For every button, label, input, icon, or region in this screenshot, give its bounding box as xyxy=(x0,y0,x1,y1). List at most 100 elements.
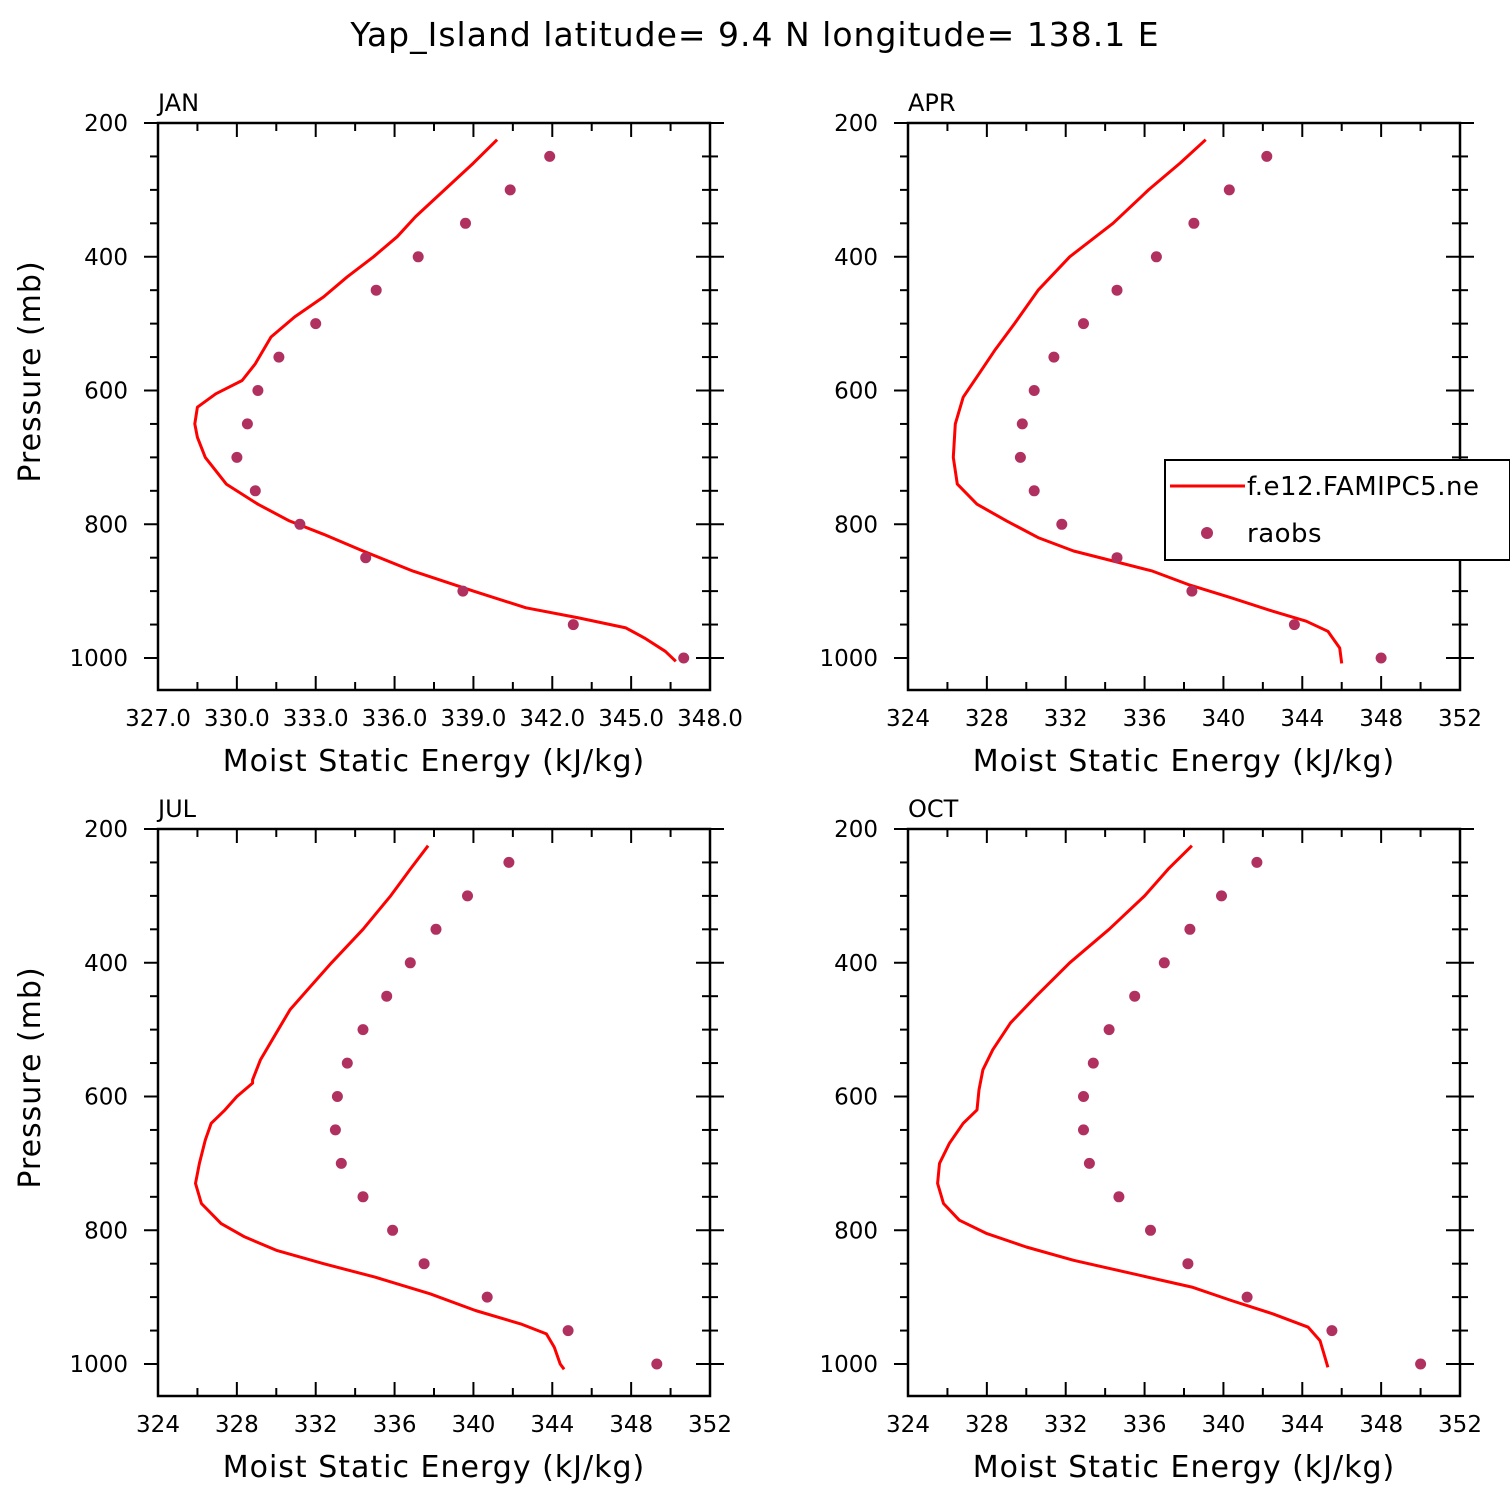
panel-apr: 324 328 332 336 340 344 348 352 200 400 600 800 1000… xyxy=(819,89,1482,779)
obs-marker xyxy=(1103,1024,1115,1036)
obs-marker xyxy=(1028,385,1040,396)
obs-marker xyxy=(370,284,382,296)
y-tick-label: 1000 xyxy=(69,646,128,672)
obs-marker xyxy=(1375,652,1387,664)
obs-marker xyxy=(418,1258,430,1270)
y-tick-label: 600 xyxy=(84,1085,128,1111)
panel-oct: 324 328 332 336 340 344 348 352 200 400 600 800 1000… xyxy=(819,795,1482,1485)
obs-marker xyxy=(504,184,516,196)
x-tick-label: 330.0 xyxy=(204,706,270,732)
obs-marker xyxy=(310,318,322,330)
obs-marker xyxy=(1158,957,1170,969)
x-tick-label: 332 xyxy=(294,1412,338,1438)
obs-marker xyxy=(1223,184,1235,196)
x-axis-label: Moist Static Energy (kJ/kg) xyxy=(973,744,1396,779)
plot-frame xyxy=(156,827,712,1398)
model-line xyxy=(951,138,1344,664)
obs-marker xyxy=(1048,351,1060,363)
obs-marker xyxy=(252,385,264,396)
y-tick-label: 1000 xyxy=(69,1352,128,1378)
x-tick-label: 340 xyxy=(1201,706,1245,732)
obs-marker xyxy=(329,1124,341,1136)
obs-marker xyxy=(360,552,372,564)
obs-marker xyxy=(1113,1191,1125,1203)
model-line xyxy=(936,844,1330,1368)
y-tick-label: 1000 xyxy=(819,646,878,672)
y-tick-label: 600 xyxy=(834,379,878,405)
x-tick-label: 352 xyxy=(1438,706,1482,732)
obs-marker xyxy=(1261,150,1273,162)
x-axis-label: Moist Static Energy (kJ/kg) xyxy=(223,744,646,779)
panel-label: APR xyxy=(908,89,956,117)
y-tick-label: 800 xyxy=(834,512,878,538)
x-tick-label: 340 xyxy=(451,1412,495,1438)
obs-marker xyxy=(481,1291,493,1303)
model-line xyxy=(193,138,677,663)
x-tick-label: 336 xyxy=(373,1412,417,1438)
model-line xyxy=(194,844,566,1371)
obs-marker xyxy=(460,217,471,229)
obs-marker xyxy=(381,990,393,1002)
obs-marker xyxy=(544,150,556,162)
obs-marker xyxy=(651,1358,663,1370)
x-tick-label: 324 xyxy=(886,706,930,732)
x-tick-label: 352 xyxy=(1438,1412,1482,1438)
obs-marker xyxy=(273,351,285,363)
x-tick-label: 348.0 xyxy=(677,706,743,732)
panel-label: JAN xyxy=(156,89,199,117)
obs-marker xyxy=(412,251,424,263)
legend-marker-swatch xyxy=(1201,527,1213,539)
obs-marker xyxy=(678,652,690,664)
obs-marker xyxy=(1251,856,1263,868)
x-tick-label: 344 xyxy=(530,1412,574,1438)
obs-marker xyxy=(430,923,442,935)
obs-marker xyxy=(1014,451,1026,463)
obs-marker xyxy=(1184,923,1196,935)
obs-marker xyxy=(341,1057,353,1069)
x-tick-label: 324 xyxy=(136,1412,180,1438)
obs-marker xyxy=(1415,1358,1427,1370)
y-tick-label: 200 xyxy=(834,817,878,843)
obs-marker xyxy=(1145,1224,1156,1236)
y-tick-label: 600 xyxy=(84,379,128,405)
obs-marker xyxy=(503,856,515,868)
obs-marker xyxy=(1083,1157,1095,1169)
obs-marker xyxy=(241,418,253,430)
y-tick-label: 400 xyxy=(834,951,878,977)
x-tick-label: 342.0 xyxy=(519,706,585,732)
y-tick-label: 600 xyxy=(834,1085,878,1111)
y-tick-label: 400 xyxy=(84,245,128,271)
x-tick-label: 332 xyxy=(1044,706,1088,732)
legend-label-model: f.e12.FAMIPC5.ne xyxy=(1247,472,1479,502)
x-tick-label: 328 xyxy=(215,1412,259,1438)
legend: f.e12.FAMIPC5.ne raobs xyxy=(1164,459,1510,561)
obs-marker xyxy=(1326,1325,1338,1337)
y-tick-label: 400 xyxy=(84,951,128,977)
obs-marker xyxy=(1216,890,1227,902)
obs-marker xyxy=(567,619,579,631)
x-tick-label: 336.0 xyxy=(362,706,428,732)
obs-marker xyxy=(331,1091,343,1102)
y-tick-label: 200 xyxy=(834,111,878,137)
legend-label-obs: raobs xyxy=(1247,519,1322,549)
y-tick-label: 400 xyxy=(834,245,878,271)
obs-marker xyxy=(1078,1124,1089,1136)
obs-marker xyxy=(462,890,473,902)
obs-marker xyxy=(1056,518,1068,530)
obs-marker xyxy=(404,957,416,969)
legend-box xyxy=(1164,459,1510,561)
y-tick-label: 800 xyxy=(84,512,128,538)
panel-jan: 327.0 330.0 333.0 336.0 339.0 342.0 345.0 348.0… xyxy=(13,89,743,779)
x-tick-label: 336 xyxy=(1123,706,1167,732)
obs-marker xyxy=(1016,418,1028,430)
x-tick-label: 328 xyxy=(965,706,1009,732)
x-tick-label: 348 xyxy=(1359,1412,1403,1438)
obs-marker xyxy=(1111,284,1123,296)
obs-marker xyxy=(1078,318,1089,330)
x-tick-label: 348 xyxy=(1359,706,1403,732)
x-tick-label: 344 xyxy=(1280,1412,1324,1438)
panel-label: OCT xyxy=(908,795,959,823)
x-axis-label: Moist Static Energy (kJ/kg) xyxy=(973,1450,1396,1485)
obs-marker xyxy=(357,1024,369,1036)
